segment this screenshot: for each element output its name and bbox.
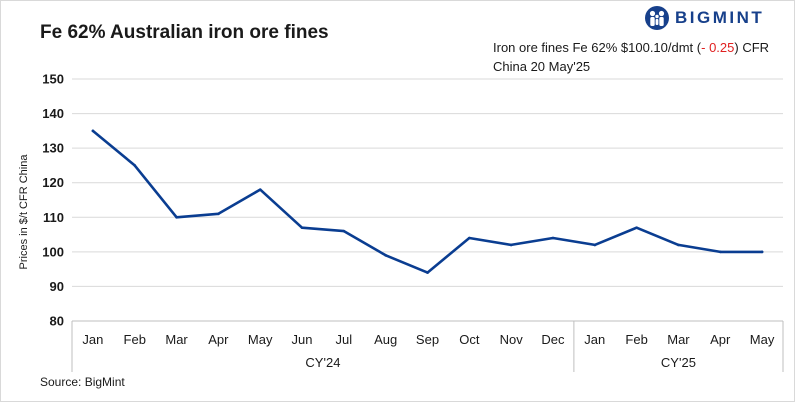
- data-point: [718, 250, 722, 254]
- x-tick-label: Feb: [124, 332, 146, 347]
- data-point: [509, 243, 513, 247]
- data-point: [635, 226, 638, 229]
- x-tick-label: Dec: [541, 332, 565, 347]
- y-tick-label: 150: [42, 72, 64, 87]
- group-label: CY'24: [305, 355, 340, 370]
- x-tick-label: Jan: [584, 332, 605, 347]
- x-tick-label: Jan: [82, 332, 103, 347]
- y-tick-label: 90: [50, 279, 64, 294]
- x-tick-label: Apr: [710, 332, 731, 347]
- series-line-0: [91, 129, 764, 274]
- y-tick-label: 130: [42, 141, 64, 156]
- tick-labels: 80 90 100 110 120 130 140 150 Jan Feb Mar Apr May Jun…: [18, 72, 775, 371]
- brand-logo: BIGMINT: [644, 5, 764, 31]
- y-tick-label: 140: [42, 106, 64, 121]
- data-point: [760, 250, 764, 254]
- x-tick-label: Jun: [292, 332, 313, 347]
- y-tick-label: 110: [43, 210, 64, 225]
- x-tick-label: Oct: [459, 332, 480, 347]
- data-point: [133, 164, 137, 167]
- y-tick-label: 120: [42, 175, 64, 190]
- data-point: [677, 243, 680, 247]
- y-tick-label: 100: [42, 244, 64, 259]
- data-point: [342, 229, 346, 233]
- price-note: Iron ore fines Fe 62% $100.10/dmt (- 0.2…: [493, 38, 769, 76]
- data-point: [384, 254, 387, 257]
- x-tick-label: Aug: [374, 332, 397, 347]
- x-tick-label: Sep: [416, 332, 439, 347]
- price-change: - 0.25: [701, 40, 735, 55]
- price-note-date: China 20 May'25: [493, 59, 591, 74]
- data-point: [593, 243, 597, 247]
- x-tick-label: Jul: [336, 332, 353, 347]
- data-point: [300, 226, 304, 229]
- x-tick-label: May: [750, 332, 775, 347]
- x-tick-label: May: [248, 332, 273, 347]
- data-point: [217, 212, 220, 216]
- series-layer: [91, 129, 764, 274]
- x-tick-label: Apr: [208, 332, 229, 347]
- data-point: [258, 188, 262, 191]
- price-note-suffix: ) CFR: [734, 40, 770, 55]
- bigmint-people-icon: [645, 6, 669, 30]
- x-tick-label: Feb: [625, 332, 647, 347]
- y-axis-title: Prices in $/t CFR China: [18, 154, 30, 270]
- group-label: CY'25: [661, 355, 696, 370]
- data-point: [91, 129, 95, 133]
- x-tick-label: Mar: [667, 332, 690, 347]
- x-tick-label: Mar: [165, 332, 188, 347]
- data-point: [426, 271, 429, 274]
- source-note: Source: BigMint: [40, 375, 125, 389]
- axes: [71, 320, 784, 372]
- price-note-prefix: Iron ore fines Fe 62% $100.10/dmt (: [493, 40, 702, 55]
- brand-name: BIGMINT: [675, 8, 765, 27]
- chart-title: Fe 62% Australian iron ore fines: [40, 22, 329, 43]
- y-tick-label: 80: [50, 314, 64, 329]
- x-tick-label: Nov: [500, 332, 524, 347]
- data-point: [468, 236, 471, 240]
- data-point: [175, 215, 178, 219]
- data-point: [551, 236, 555, 240]
- gridlines: [72, 78, 783, 287]
